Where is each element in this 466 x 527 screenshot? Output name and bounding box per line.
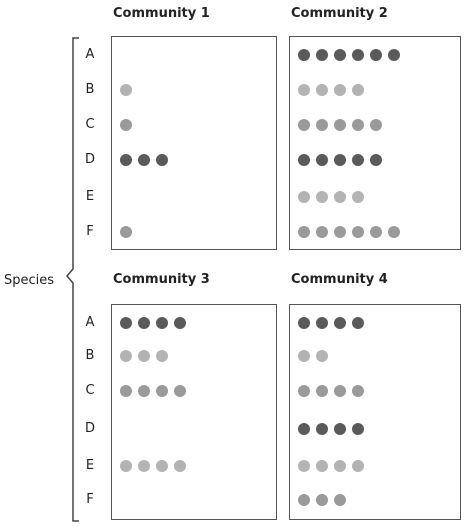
community-2-species-c-dot	[352, 119, 364, 131]
species-label-e-bottom: E	[85, 458, 95, 473]
species-axis-label: Species	[4, 273, 55, 288]
community-2-species-a-dot	[388, 49, 400, 61]
community-4-species-c-dot	[316, 385, 328, 397]
community-4-species-d-dot	[334, 423, 346, 435]
community-2-species-b-dot	[298, 84, 310, 96]
community-3-species-c-dot	[174, 385, 186, 397]
community-2-species-c-dot	[334, 119, 346, 131]
community-4-title: Community 4	[291, 272, 388, 287]
community-2-species-f-dot	[370, 226, 382, 238]
community-3-species-b-dot	[156, 350, 168, 362]
community-2-species-f-dot	[334, 226, 346, 238]
community-2-species-a-dot	[298, 49, 310, 61]
community-4-species-a-dot	[334, 317, 346, 329]
community-2-species-a-dot	[334, 49, 346, 61]
community-2-species-d-dot	[370, 154, 382, 166]
community-2-species-d-dot	[298, 154, 310, 166]
community-2-species-b-dot	[316, 84, 328, 96]
community-3-species-c-dot	[156, 385, 168, 397]
community-3-species-b-dot	[138, 350, 150, 362]
species-label-d-bottom: D	[84, 421, 95, 436]
community-2-species-e-dot	[352, 191, 364, 203]
community-2-species-b-dot	[334, 84, 346, 96]
community-2-species-e-dot	[334, 191, 346, 203]
community-2-box	[289, 36, 461, 250]
species-label-b-top: B	[85, 82, 95, 97]
community-4-species-a-dot	[298, 317, 310, 329]
species-label-a-bottom: A	[85, 315, 95, 330]
community-1-species-f-dot	[120, 226, 132, 238]
community-4-species-d-dot	[298, 423, 310, 435]
species-label-f-bottom: F	[86, 492, 94, 507]
community-1-species-b-dot	[120, 84, 132, 96]
community-3-species-a-dot	[156, 317, 168, 329]
community-1-species-d-dot	[138, 154, 150, 166]
community-2-species-c-dot	[316, 119, 328, 131]
community-2-species-a-dot	[370, 49, 382, 61]
community-2-species-a-dot	[352, 49, 364, 61]
community-2-species-f-dot	[352, 226, 364, 238]
community-3-species-e-dot	[138, 460, 150, 472]
species-label-d-top: D	[84, 152, 95, 167]
community-4-species-b-dot	[316, 350, 328, 362]
community-4-species-f-dot	[298, 494, 310, 506]
community-3-title: Community 3	[113, 272, 210, 287]
community-2-species-a-dot	[316, 49, 328, 61]
community-3-species-c-dot	[138, 385, 150, 397]
community-3-species-e-dot	[156, 460, 168, 472]
community-3-box	[111, 304, 277, 520]
community-1-box	[111, 36, 277, 250]
community-4-species-d-dot	[352, 423, 364, 435]
community-4-species-e-dot	[352, 460, 364, 472]
community-4-species-d-dot	[316, 423, 328, 435]
community-3-species-a-dot	[138, 317, 150, 329]
species-label-b-bottom: B	[85, 348, 95, 363]
species-label-c-top: C	[85, 117, 95, 132]
community-4-species-e-dot	[334, 460, 346, 472]
species-label-c-bottom: C	[85, 383, 95, 398]
community-4-species-b-dot	[298, 350, 310, 362]
species-label-e-top: E	[85, 189, 95, 204]
community-4-species-e-dot	[298, 460, 310, 472]
community-2-title: Community 2	[291, 6, 388, 21]
community-4-species-c-dot	[352, 385, 364, 397]
community-3-species-a-dot	[120, 317, 132, 329]
community-4-species-a-dot	[316, 317, 328, 329]
community-1-species-c-dot	[120, 119, 132, 131]
community-4-species-c-dot	[298, 385, 310, 397]
community-2-species-e-dot	[298, 191, 310, 203]
community-4-species-e-dot	[316, 460, 328, 472]
community-2-species-b-dot	[352, 84, 364, 96]
community-2-species-d-dot	[316, 154, 328, 166]
community-1-species-d-dot	[120, 154, 132, 166]
community-3-species-a-dot	[174, 317, 186, 329]
species-label-a-top: A	[85, 47, 95, 62]
community-3-species-e-dot	[120, 460, 132, 472]
community-4-species-c-dot	[334, 385, 346, 397]
community-1-title: Community 1	[113, 6, 210, 21]
community-4-species-f-dot	[316, 494, 328, 506]
community-4-species-a-dot	[352, 317, 364, 329]
community-3-species-c-dot	[120, 385, 132, 397]
community-2-species-f-dot	[316, 226, 328, 238]
community-2-species-c-dot	[370, 119, 382, 131]
community-4-box	[289, 304, 461, 520]
community-2-species-d-dot	[334, 154, 346, 166]
community-3-species-b-dot	[120, 350, 132, 362]
community-1-species-d-dot	[156, 154, 168, 166]
community-2-species-c-dot	[298, 119, 310, 131]
community-2-species-f-dot	[298, 226, 310, 238]
community-2-species-e-dot	[316, 191, 328, 203]
community-3-species-e-dot	[174, 460, 186, 472]
community-4-species-f-dot	[334, 494, 346, 506]
community-2-species-f-dot	[388, 226, 400, 238]
species-label-f-top: F	[86, 224, 94, 239]
community-2-species-d-dot	[352, 154, 364, 166]
